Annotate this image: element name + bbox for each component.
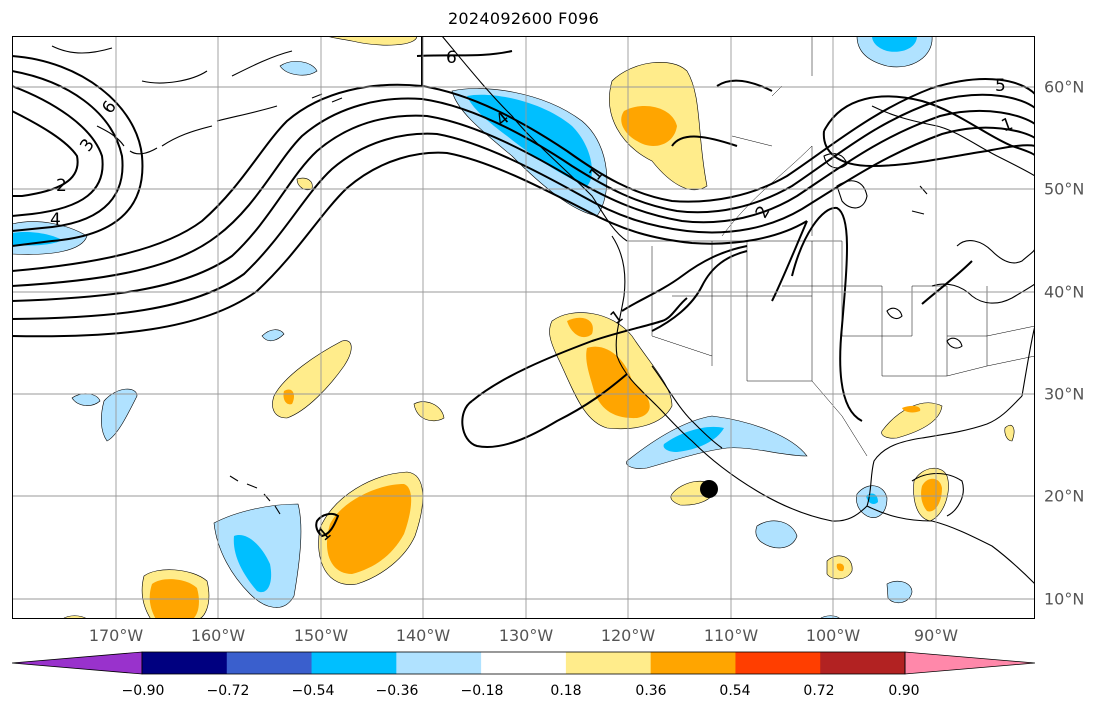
lat-label: 20°N: [1044, 486, 1085, 506]
colorbar: [12, 651, 1035, 675]
colorbar-cell: [650, 652, 736, 674]
lat-lon-grid: [12, 36, 1035, 619]
lon-label: 150°W: [293, 626, 349, 645]
lat-label: 40°N: [1044, 282, 1085, 302]
colorbar-cell: [311, 652, 397, 674]
lon-label: 160°W: [190, 626, 246, 645]
map-panel: 6 6 5 3 2 4 2 1 1 4 1 1: [12, 36, 1035, 619]
lon-label: 110°W: [703, 626, 759, 645]
state-borders: [627, 36, 1035, 457]
lat-label: 60°N: [1044, 77, 1085, 97]
colorbar-cell: [142, 652, 228, 674]
colorbar-tick: 0.36: [635, 683, 667, 699]
contour-label: 2: [56, 176, 67, 196]
colorbar-extend-low: [12, 651, 143, 675]
lat-label: 30°N: [1044, 384, 1085, 404]
colorbar-tick: 0.72: [803, 683, 835, 699]
colorbar-cell: [481, 652, 567, 674]
map-title: 2024092600 F096: [447, 9, 600, 28]
storm-center-dot: [700, 480, 718, 498]
colorbar-cell: [735, 652, 821, 674]
contour-label: 5: [995, 76, 1006, 96]
contour-label: 6: [446, 48, 457, 68]
lon-label: 100°W: [805, 626, 861, 645]
lon-label: 130°W: [498, 626, 554, 645]
contour-label: 4: [50, 210, 61, 230]
colorbar-tick: 0.18: [550, 683, 582, 699]
lon-label: 90°W: [913, 626, 959, 645]
colorbar-tick: −0.18: [460, 683, 504, 699]
lon-label: 170°W: [88, 626, 144, 645]
colorbar-tick: −0.90: [121, 683, 165, 699]
geopotential-contours: [12, 36, 1035, 538]
lat-label: 50°N: [1044, 179, 1085, 199]
colorbar-tick: −0.54: [291, 683, 335, 699]
colorbar-tick: 0.90: [888, 683, 920, 699]
colorbar-cell: [565, 652, 652, 674]
colorbar-tick: −0.72: [206, 683, 250, 699]
colorbar-outline: [141, 651, 906, 675]
colorbar-tick: 0.54: [719, 683, 751, 699]
colorbar-extend-high: [904, 651, 1035, 675]
lon-label: 140°W: [395, 626, 451, 645]
colorbar-tick: −0.36: [375, 683, 419, 699]
colorbar-cell: [820, 652, 906, 674]
colorbar-cell: [396, 652, 482, 674]
lat-label: 10°N: [1044, 589, 1085, 609]
colorbar-cell: [226, 652, 313, 674]
lon-label: 120°W: [600, 626, 656, 645]
